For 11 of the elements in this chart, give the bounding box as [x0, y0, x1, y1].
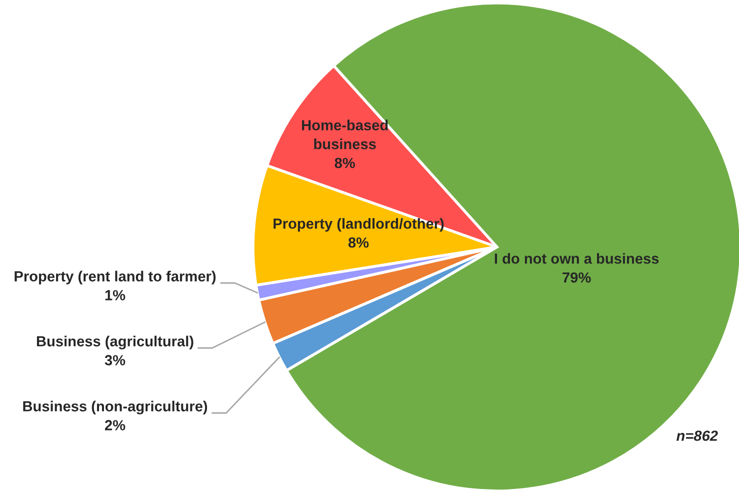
data-label: 8%	[334, 158, 355, 168]
text: n=862	[676, 430, 718, 441]
slice-label: Property (rent land to farmer)	[14, 270, 216, 284]
data-label: 8%	[348, 237, 369, 248]
slice-label: I do not own a business	[494, 253, 659, 264]
data-label: 2%	[104, 420, 126, 430]
data-label: 1%	[105, 290, 126, 300]
data-label: 79%	[562, 272, 591, 283]
slice-label: Business (non-agriculture)	[23, 400, 208, 414]
slice-label: Business (agricultural)	[36, 336, 194, 350]
data-label: 3%	[104, 355, 126, 366]
